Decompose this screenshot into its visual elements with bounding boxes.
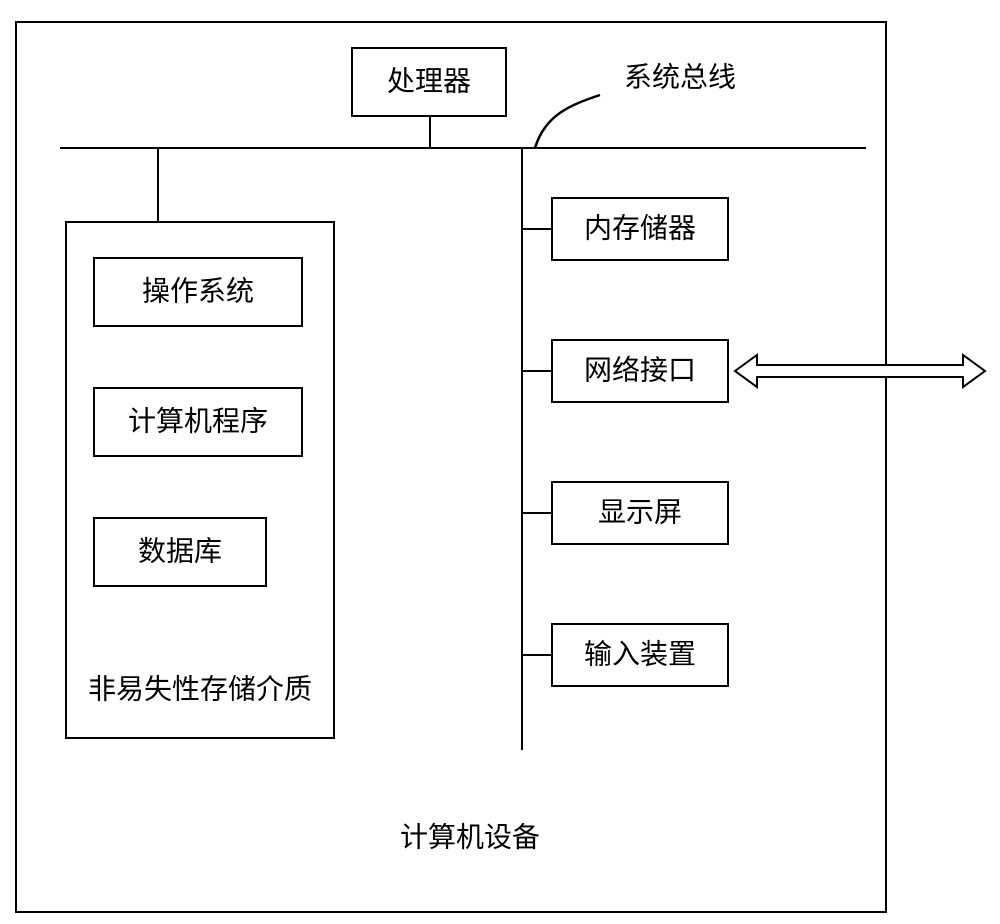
- network-double-arrow: [735, 355, 985, 387]
- computer-device-label: 计算机设备: [400, 821, 540, 853]
- outer-frame: [16, 22, 886, 912]
- right-item-0-label: 内存储器: [584, 212, 696, 244]
- right-item-2-label: 显示屏: [598, 497, 682, 528]
- right-item-3-label: 输入装置: [584, 638, 696, 670]
- computer-device-diagram: 处理器 系统总线操作系统计算机程序数据库非易失性存储介质 内存储器网络接口显示屏输入…: [0, 0, 1000, 924]
- nonvolatile-storage-label: 非易失性存储介质: [88, 673, 312, 705]
- right-item-1-label: 网络接口: [584, 354, 696, 386]
- storage-item-2-label: 数据库: [138, 535, 222, 567]
- storage-item-0-label: 操作系统: [142, 275, 254, 307]
- bus-callout-curve: [535, 95, 600, 148]
- storage-item-1-label: 计算机程序: [128, 405, 268, 437]
- processor-box-label: 处理器: [387, 65, 471, 97]
- system-bus-label: 系统总线: [624, 61, 736, 93]
